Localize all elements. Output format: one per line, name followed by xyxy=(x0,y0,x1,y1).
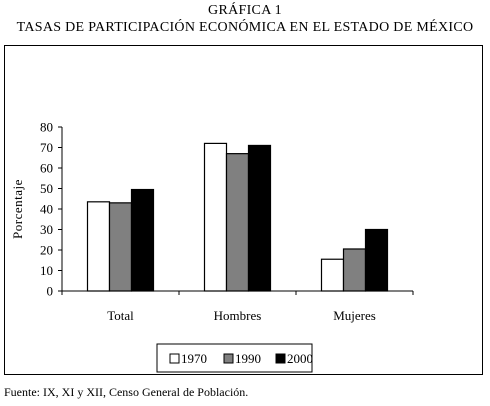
category-label: Hombres xyxy=(214,308,262,323)
bar-mujeres-1990 xyxy=(342,248,367,292)
bar-total-1970 xyxy=(86,201,111,292)
legend-swatch-1970 xyxy=(169,353,180,364)
bar-total-2000 xyxy=(130,188,155,292)
y-tick-label: 10 xyxy=(40,263,53,278)
y-tick-label: 70 xyxy=(40,140,53,155)
bar-mujeres-2000 xyxy=(364,228,389,292)
chart-number: GRÁFICA 1 xyxy=(208,3,282,18)
y-tick-label: 60 xyxy=(40,161,53,176)
y-tick-label: 80 xyxy=(40,120,53,135)
bar-hombres-2000 xyxy=(247,144,272,292)
y-tick-label: 30 xyxy=(40,222,53,237)
bar-total-1990 xyxy=(108,202,133,292)
legend-swatch-2000 xyxy=(275,353,286,364)
bar-mujeres-1970 xyxy=(320,258,345,292)
y-tick-label: 20 xyxy=(40,243,53,258)
legend-swatch-1990 xyxy=(223,353,234,364)
category-label: Total xyxy=(107,308,134,323)
category-label: Mujeres xyxy=(333,308,376,323)
legend-box xyxy=(156,343,313,373)
legend-label-2000: 2000 xyxy=(287,351,313,366)
y-tick-label: 50 xyxy=(40,181,53,196)
source-note: Fuente: IX, XI y XII, Censo General de P… xyxy=(4,385,249,399)
y-axis-label: Porcentaje xyxy=(10,179,25,239)
y-tick-label: 0 xyxy=(47,284,54,299)
bar-hombres-1990 xyxy=(225,153,250,292)
legend-label-1970: 1970 xyxy=(181,351,207,366)
y-tick-label: 40 xyxy=(40,202,53,217)
chart-title: TASAS DE PARTICIPACIÓN ECONÓMICA EN EL E… xyxy=(16,20,474,35)
chart-frame xyxy=(4,45,483,375)
legend-label-1990: 1990 xyxy=(235,351,261,366)
bar-hombres-1970 xyxy=(203,142,228,292)
